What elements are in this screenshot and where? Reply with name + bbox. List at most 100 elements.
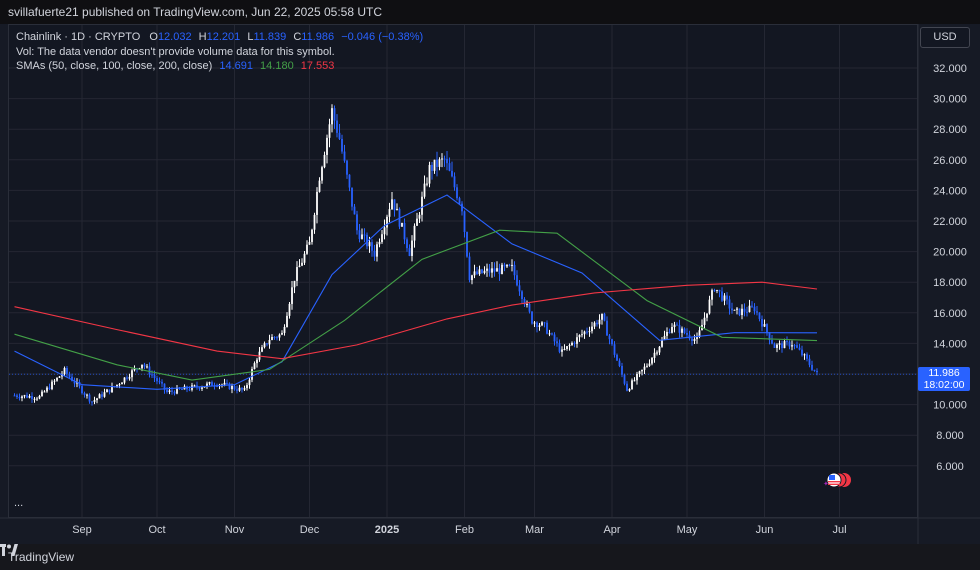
candle-body [808,358,811,365]
candle-body [816,370,818,373]
candle-body [78,382,81,387]
candle-body [176,387,178,394]
more-indicators-button[interactable]: ... [14,497,24,509]
candle-body [216,385,218,387]
candle-body [636,373,638,381]
candle-body [421,196,423,215]
candle-body [233,386,236,390]
candle-body [381,234,383,242]
candle-body [586,331,588,333]
y-tick-label: 22.000 [933,216,967,228]
candle-body [558,343,561,352]
candle-body [456,187,458,199]
candle-body [43,391,46,393]
candle-body [48,387,51,390]
sma100-line [14,229,818,381]
candle-body [358,230,361,239]
candle-body [343,151,346,161]
candle-body [93,400,96,402]
candle-body [443,158,446,160]
candle-body [623,374,626,384]
y-tick-label: 32.000 [933,63,967,75]
candle-body [296,267,298,281]
candle-body [171,390,173,392]
y-tick-label: 28.000 [933,124,967,136]
candle-body [601,313,603,320]
candle-body [466,232,468,257]
candle-body [346,160,348,175]
candle-body [653,352,656,358]
candle-body [671,327,673,333]
candle-body [573,342,576,344]
candle-body [746,311,748,313]
candle-body [406,239,408,249]
legend-close-label: C [293,31,302,43]
candle-body [18,397,21,399]
footer-bar: TradingView [0,544,980,570]
candle-body [508,264,511,266]
candle-body [271,337,273,340]
legend-close-value: 11.986 [301,31,335,43]
candle-body [128,377,131,379]
candle-body [303,253,306,263]
candle-body [793,345,796,347]
candle-body [331,108,333,125]
candle-body [266,343,268,345]
candle-body [596,322,598,325]
candle-body [36,398,38,400]
candle-body [316,191,318,215]
legend-ohlc-row: Chainlink · 1D · CRYPTO O12.032 H12.201 … [16,30,423,45]
price-chart[interactable]: 32.000 30.000 28.000 26.000 24.000 22.000 20.0… [0,0,980,545]
currency-button[interactable]: USD [920,27,970,48]
candle-body [533,322,536,324]
candle-body [123,377,126,383]
candle-body [428,164,431,184]
candle-body [513,264,516,276]
us-flag-icon[interactable]: ✦ [822,472,852,488]
candle-body [38,395,41,399]
candle-body [763,324,766,327]
candle-body [571,342,573,346]
candle-body [323,154,326,168]
last-price-value: 11.986 [928,367,960,379]
candle-body [286,315,288,328]
candle-body [268,339,271,345]
x-tick-label: Nov [225,524,245,536]
candle-body [236,389,238,391]
candle-body [668,331,671,333]
candle-body [731,308,733,311]
candle-body [13,395,16,397]
candle-body [188,389,191,391]
candle-body [783,341,786,349]
candle-body [541,322,543,326]
candle-body [288,303,291,316]
candle-body [536,322,538,327]
candle-body [156,378,158,382]
candle-body [318,180,321,192]
candle-body [26,395,28,398]
candle-body [713,290,716,292]
candle-body [231,386,233,390]
candle-body [648,363,651,366]
candle-body [246,385,248,389]
candle-body [206,383,208,387]
candle-body [311,229,313,242]
candle-body [146,366,148,368]
candle-body [733,309,736,311]
candle-body [396,208,398,211]
candle-body [813,369,816,371]
candle-body [106,389,108,393]
candle-body [241,387,243,390]
candle-body [138,368,141,370]
candle-body [91,401,93,403]
legend-open-value: 12.032 [157,31,192,43]
candle-body [163,383,166,390]
footer-brand: TradingView [8,550,75,564]
candle-body [413,225,416,241]
candle-body [118,384,121,386]
legend-sma100-value: 14.180 [260,60,294,72]
candle-body [511,264,513,266]
legend-open-label: O [149,31,158,43]
candle-body [451,170,453,177]
candle-body [336,120,338,133]
